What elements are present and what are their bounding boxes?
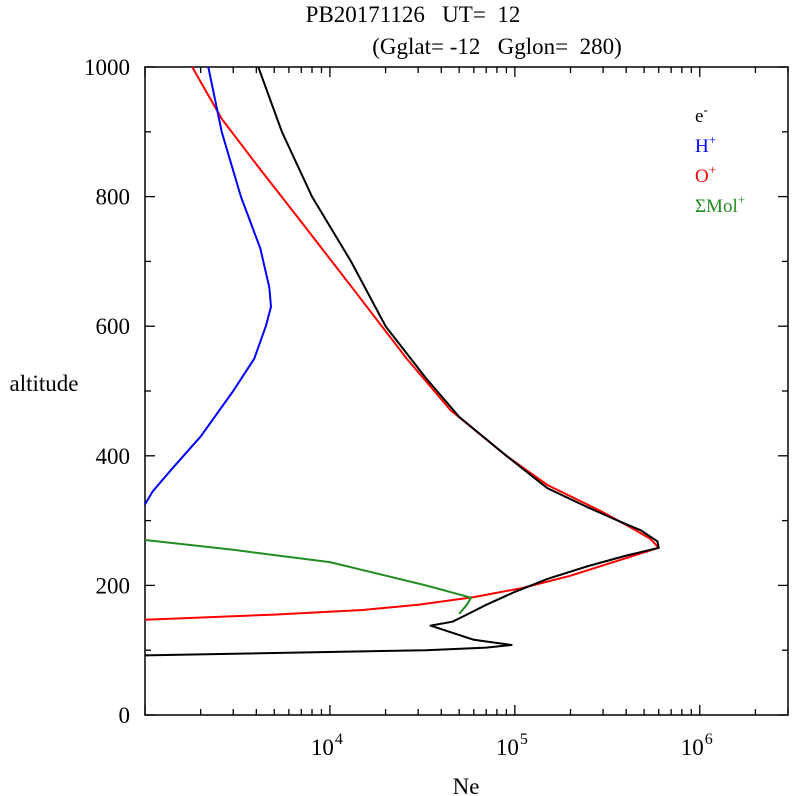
x-tick-label: 10 6 bbox=[681, 731, 713, 760]
x-tick-label-base: 10 bbox=[311, 735, 334, 760]
plot-frame bbox=[144, 66, 789, 716]
series-line-1 bbox=[144, 66, 272, 505]
y-tick-label: 1000 bbox=[84, 55, 130, 80]
legend-entry: ΣMol+ bbox=[695, 192, 745, 217]
legend-entry-name: O bbox=[695, 166, 709, 187]
x-tick-label: 10 5 bbox=[496, 731, 528, 760]
series-line-3 bbox=[144, 539, 473, 615]
axis-ticks bbox=[144, 66, 789, 716]
legend-entry-sup: - bbox=[703, 102, 707, 117]
legend: e-H+O+ΣMol+ bbox=[695, 102, 745, 217]
x-tick-label-exponent: 4 bbox=[335, 731, 343, 748]
legend-entry: O+ bbox=[695, 162, 716, 187]
chart-title-line2: (Gglat= -12 Gglon= 280) bbox=[372, 34, 622, 59]
series-line-0 bbox=[144, 66, 660, 657]
legend-entry: H+ bbox=[695, 132, 716, 157]
x-tick-label-base: 10 bbox=[681, 735, 704, 760]
legend-entry: e- bbox=[695, 102, 708, 127]
y-tick-labels: 0 200 400 600 800 1000 bbox=[84, 55, 130, 728]
x-tick-label: 10 4 bbox=[311, 731, 343, 760]
y-tick-label: 400 bbox=[96, 444, 131, 469]
y-tick-label: 0 bbox=[119, 703, 131, 728]
legend-entry-name: H bbox=[695, 136, 709, 157]
series-line-2 bbox=[144, 66, 660, 621]
chart-title-line1: PB20171126 UT= 12 bbox=[306, 2, 521, 27]
x-tick-label-exponent: 6 bbox=[705, 731, 713, 748]
x-tick-labels: 10 4 10 5 10 6 bbox=[311, 731, 713, 760]
y-tick-label: 200 bbox=[96, 573, 131, 598]
x-tick-label-base: 10 bbox=[496, 735, 519, 760]
legend-entry-name: ΣMol bbox=[695, 196, 738, 217]
x-tick-label-exponent: 5 bbox=[520, 731, 528, 748]
legend-entry-sup: + bbox=[709, 162, 716, 177]
legend-entry-name: e bbox=[695, 106, 703, 127]
y-axis-label: altitude bbox=[10, 371, 79, 396]
legend-entry-sup: + bbox=[709, 132, 716, 147]
x-axis-label: Ne bbox=[453, 774, 480, 796]
legend-entry-sup: + bbox=[738, 192, 745, 207]
series-lines bbox=[144, 66, 660, 657]
y-tick-label: 600 bbox=[96, 314, 131, 339]
y-tick-label: 800 bbox=[96, 185, 131, 210]
